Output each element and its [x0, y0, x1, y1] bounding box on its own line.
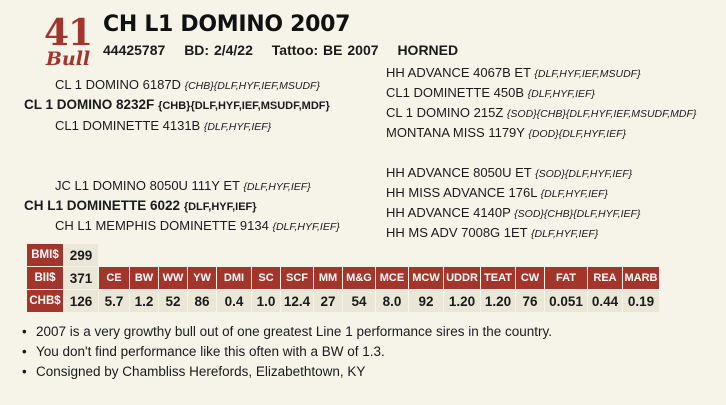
epd-header-sc: SC	[252, 267, 280, 289]
epd-header-mg: M&G	[343, 267, 375, 289]
epd-value-sc: 1.0	[252, 290, 280, 312]
epd-value-ww: 52	[159, 290, 187, 312]
epd-header-mce: MCE	[376, 267, 408, 289]
pedigree-sire-sire: CL 1 DOMINO 6187D {CHB}{DLF,HYF,IEF,MSUD…	[55, 77, 320, 92]
bmi-label: BMI$	[27, 244, 63, 266]
epd-header-mcw: MCW	[409, 267, 443, 289]
epd-value-marb: 0.19	[623, 290, 659, 312]
epd-row-bmi: BMI$ 299	[27, 244, 660, 266]
registration-number: 44425787	[103, 42, 166, 58]
epd-header-marb: MARB	[623, 267, 659, 289]
pedigree-dam-dam: CH L1 MEMPHIS DOMINETTE 9134 {DLF,HYF,IE…	[55, 218, 340, 233]
pedigree-ancestor: HH MISS ADVANCE 176L {DLF,HYF,IEF}	[386, 185, 608, 200]
epd-header-yw: YW	[188, 267, 216, 289]
chb-value: 126	[64, 290, 98, 312]
pedigree-dam-sire: JC L1 DOMINO 8050U 111Y ET {DLF,HYF,IEF}	[55, 178, 311, 193]
pedigree-ancestor: CL 1 DOMINO 215Z {SOD}{CHB}{DLF,HYF,IEF,…	[386, 105, 697, 120]
animal-meta: 44425787 BD: 2/4/22 Tattoo: BE 2007 HORN…	[103, 42, 472, 58]
lot-kind: Bull	[45, 48, 91, 70]
notes-list: 2007 is a very growthy bull out of one g…	[22, 322, 552, 382]
epd-value-mm: 27	[314, 290, 342, 312]
epd-value-mce: 8.0	[376, 290, 408, 312]
pedigree-ancestor: HH MS ADV 7008G 1ET {DLF,HYF,IEF}	[386, 225, 599, 240]
note-item: You don't find performance like this oft…	[22, 342, 552, 362]
epd-header-cw: CW	[516, 267, 544, 289]
epd-value-mcw: 92	[409, 290, 443, 312]
epd-value-uddr: 1.20	[444, 290, 480, 312]
epd-table: BMI$ 299 BII$ 371 CE BW WW YW DMI SC SCF MM M&G M…	[27, 244, 660, 313]
epd-value-teat: 1.20	[481, 290, 515, 312]
epd-header-cells: CE BW WW YW DMI SC SCF MM M&G MCE MCW UDDR TEAT CW FAT…	[99, 267, 660, 289]
epd-row-bii: BII$ 371 CE BW WW YW DMI SC SCF MM M&G MCE MCW UDDR…	[27, 267, 660, 289]
epd-header-ce: CE	[99, 267, 129, 289]
epd-value-cells: 5.7 1.2 52 86 0.4 1.0 12.4 27 54 8.0 92 1.20 1.20 76 0…	[99, 290, 660, 312]
pedigree-sire: CL 1 DOMINO 8232F {CHB}{DLF,HYF,IEF,MSUD…	[24, 97, 330, 112]
epd-header-rea: REA	[588, 267, 622, 289]
bmi-value: 299	[64, 244, 98, 266]
epd-value-rea: 0.44	[588, 290, 622, 312]
pedigree-sire-dam: CL1 DOMINETTE 4131B {DLF,HYF,IEF}	[55, 118, 272, 133]
epd-value-bw: 1.2	[130, 290, 158, 312]
epd-value-fat: 0.051	[545, 290, 587, 312]
epd-header-bw: BW	[130, 267, 158, 289]
pedigree-ancestor: MONTANA MISS 1179Y {DOD}{DLF,HYF,IEF}	[386, 125, 627, 140]
epd-header-teat: TEAT	[481, 267, 515, 289]
epd-value-mg: 54	[343, 290, 375, 312]
epd-header-fat: FAT	[545, 267, 587, 289]
pedigree-ancestor: CL1 DOMINETTE 450B {DLF,HYF,IEF}	[386, 85, 595, 100]
epd-value-yw: 86	[188, 290, 216, 312]
pedigree-ancestor: HH ADVANCE 4140P {SOD}{CHB}{DLF,HYF,IEF}	[386, 205, 641, 220]
note-item: 2007 is a very growthy bull out of one g…	[22, 322, 552, 342]
tattoo: Tattoo: BE 2007	[271, 42, 379, 58]
epd-value-cw: 76	[516, 290, 544, 312]
note-item: Consigned by Chambliss Herefords, Elizab…	[22, 362, 552, 382]
pedigree-dam: CH L1 DOMINETTE 6022 {DLF,HYF,IEF}	[24, 198, 257, 213]
pedigree-ancestor: HH ADVANCE 4067B ET {DLF,HYF,IEF,MSUDF}	[386, 65, 641, 80]
bii-value: 371	[64, 267, 98, 289]
horned-status: HORNED	[397, 42, 459, 58]
epd-header-ww: WW	[159, 267, 187, 289]
epd-value-ce: 5.7	[99, 290, 129, 312]
birth-date: BD: 2/4/22	[184, 42, 253, 58]
epd-row-chb: CHB$ 126 5.7 1.2 52 86 0.4 1.0 12.4 27 54 8.0 92 1.…	[27, 290, 660, 312]
chb-label: CHB$	[27, 290, 63, 312]
animal-title: CH L1 DOMINO 2007	[103, 12, 351, 37]
pedigree-ancestor: HH ADVANCE 8050U ET {SOD}{DLF,HYF,IEF}	[386, 165, 633, 180]
lot-number: 41	[43, 12, 93, 54]
bii-label: BII$	[27, 267, 63, 289]
epd-header-dmi: DMI	[217, 267, 251, 289]
epd-value-scf: 12.4	[281, 290, 313, 312]
epd-header-mm: MM	[314, 267, 342, 289]
lot-badge: 41 Bull	[40, 12, 96, 70]
epd-header-scf: SCF	[281, 267, 313, 289]
epd-header-uddr: UDDR	[444, 267, 480, 289]
epd-value-dmi: 0.4	[217, 290, 251, 312]
